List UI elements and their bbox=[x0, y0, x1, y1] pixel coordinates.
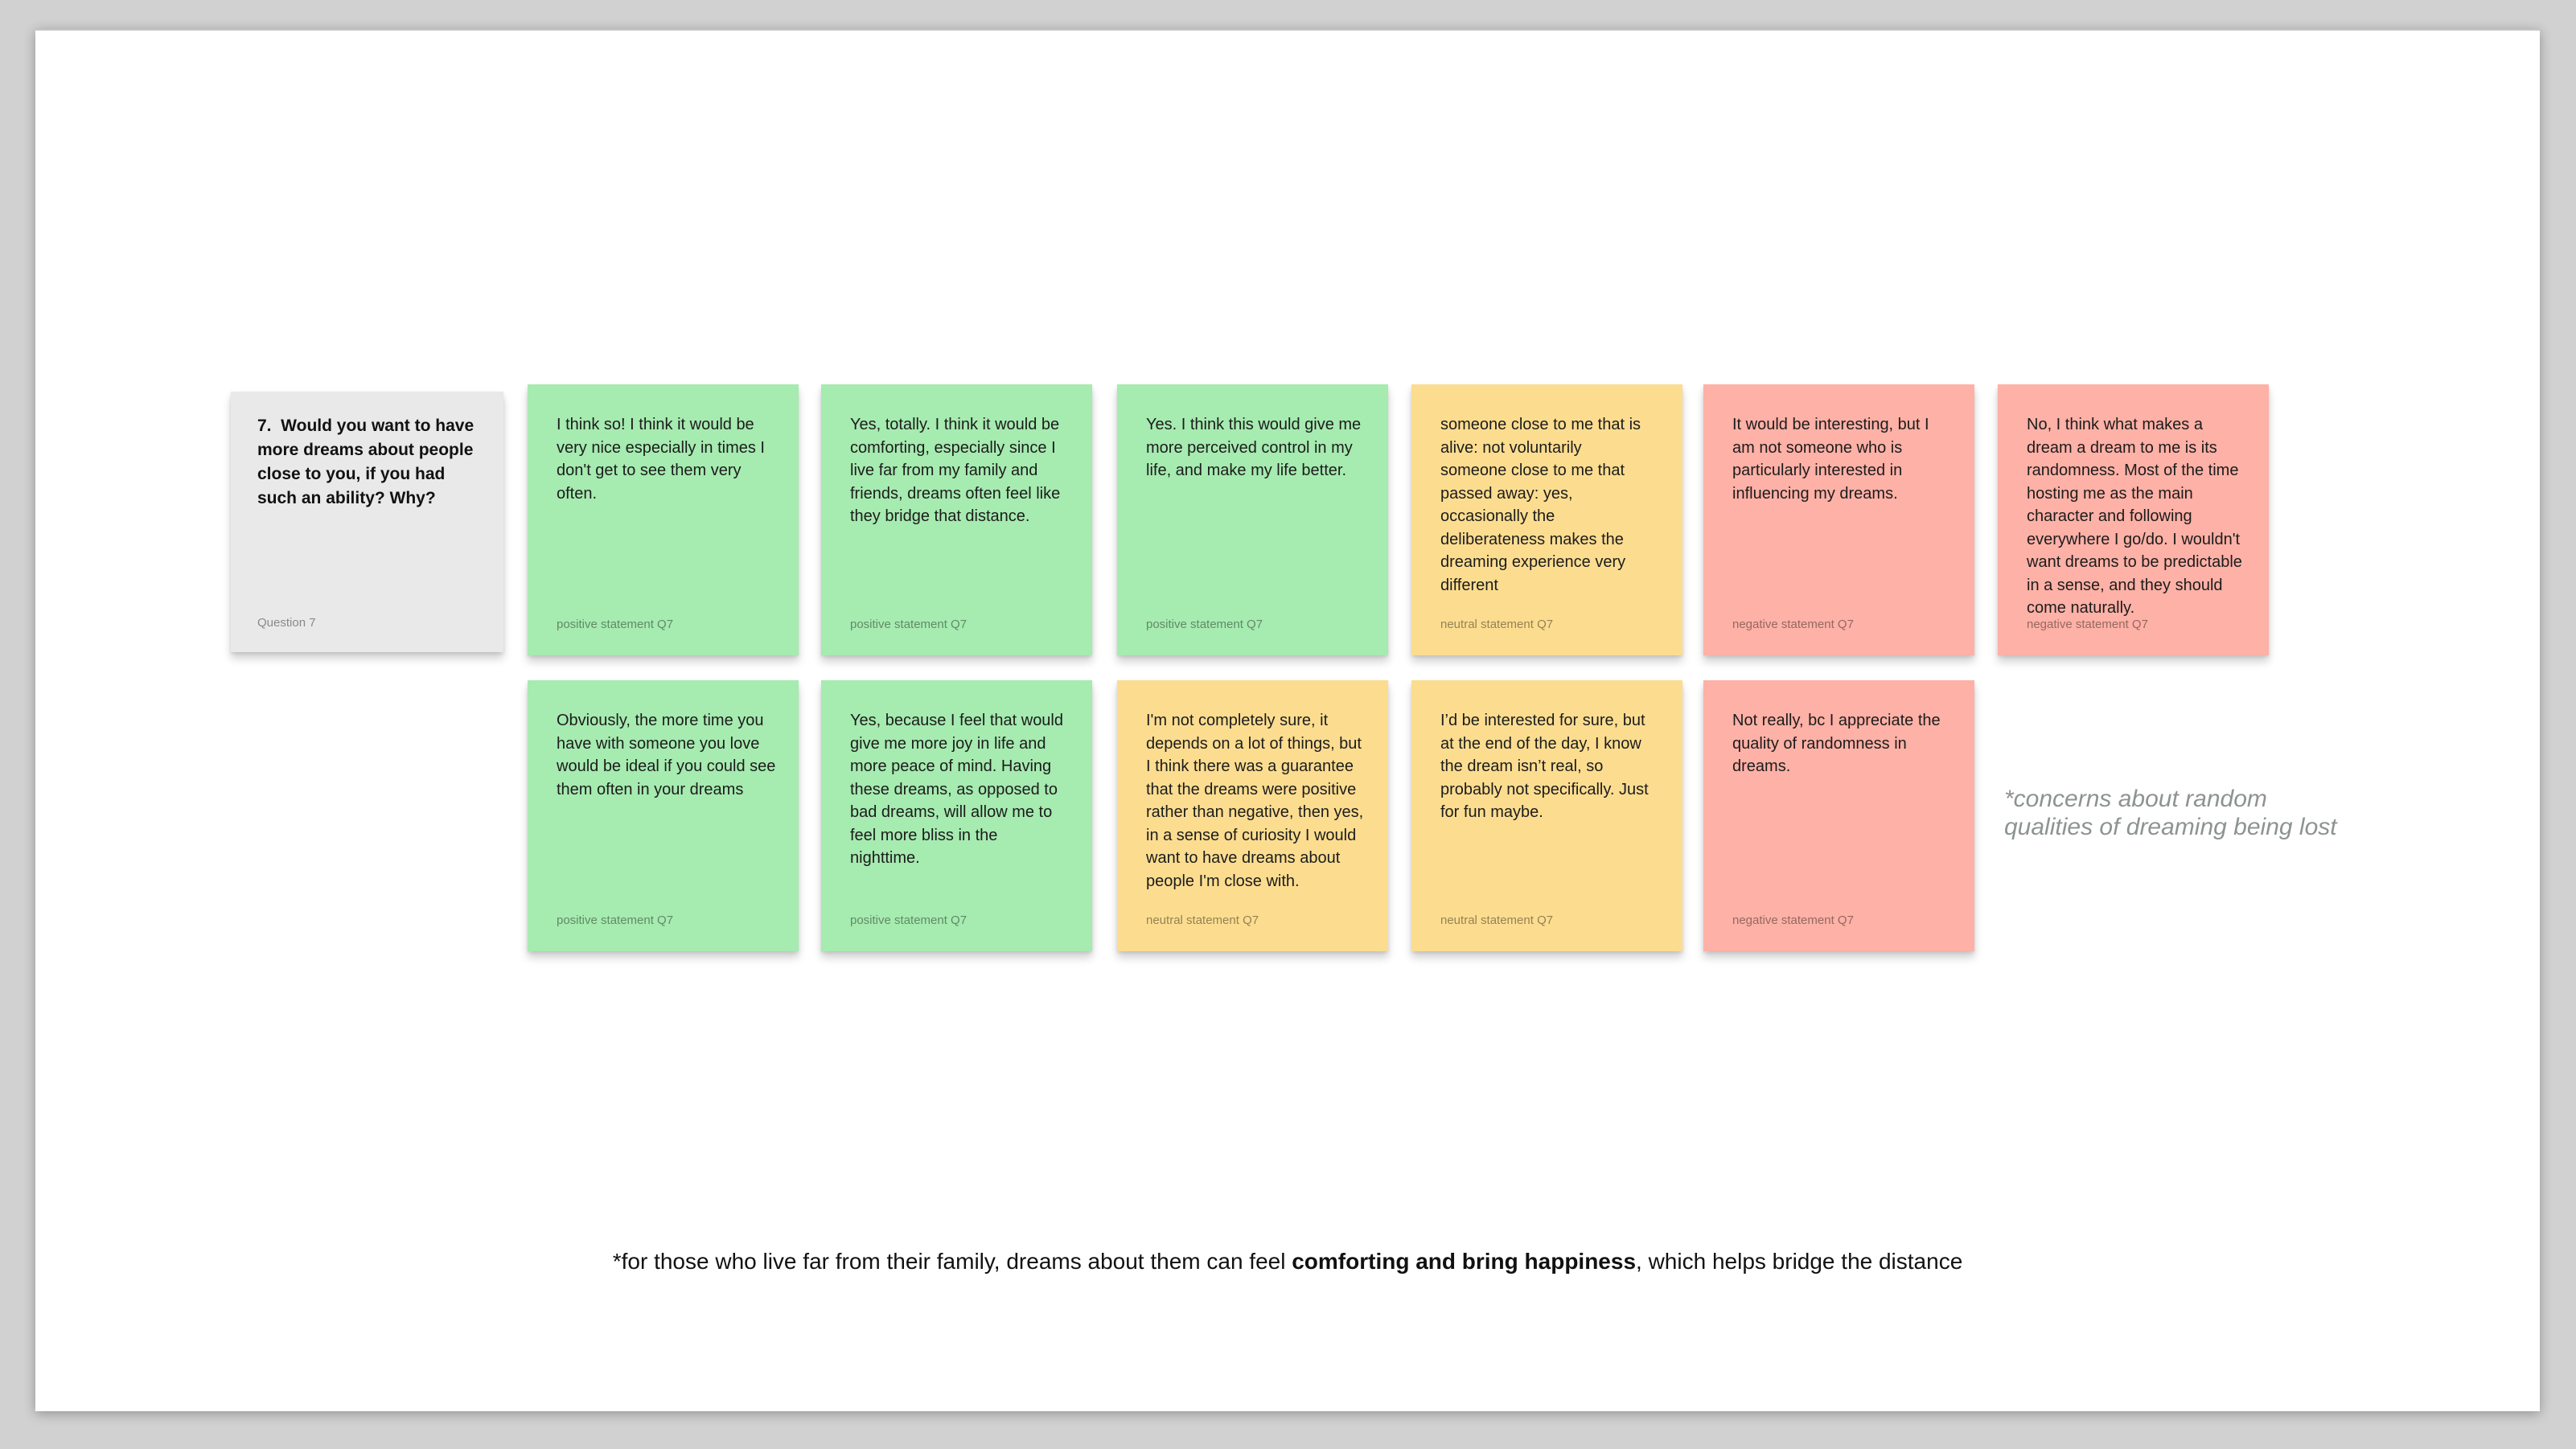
note-label: positive statement Q7 bbox=[1146, 618, 1263, 631]
note-text: Obviously, the more time you have with s… bbox=[557, 712, 780, 798]
side-annotation-text[interactable]: *concerns about random qualities of drea… bbox=[2004, 786, 2337, 840]
note-label: negative statement Q7 bbox=[2027, 618, 2148, 631]
question-card[interactable]: 7. Would you want to have more dreams ab… bbox=[231, 392, 503, 652]
note-text: No, I think what makes a dream a dream t… bbox=[2027, 416, 2247, 617]
note-r1-c2-positive[interactable]: Yes, totally. I think it would be comfor… bbox=[821, 384, 1092, 655]
question-card-label: Question 7 bbox=[257, 616, 316, 630]
note-label: neutral statement Q7 bbox=[1146, 913, 1259, 927]
note-r1-c5-negative[interactable]: It would be interesting, but I am not so… bbox=[1703, 384, 1974, 655]
note-label: positive statement Q7 bbox=[557, 618, 674, 631]
note-label: neutral statement Q7 bbox=[1440, 913, 1554, 927]
note-label: negative statement Q7 bbox=[1732, 913, 1854, 927]
note-text: It would be interesting, but I am not so… bbox=[1732, 416, 1934, 503]
note-text: Not really, bc I appreciate the quality … bbox=[1732, 712, 1945, 775]
whiteboard-canvas[interactable]: 7. Would you want to have more dreams ab… bbox=[35, 29, 2540, 1411]
bottom-annotation-bold: comforting and bring happiness bbox=[1292, 1249, 1637, 1274]
note-r2-c5-negative[interactable]: Not really, bc I appreciate the quality … bbox=[1703, 680, 1974, 951]
note-r1-c1-positive[interactable]: I think so! I think it would be very nic… bbox=[528, 384, 799, 655]
note-r1-c6-negative[interactable]: No, I think what makes a dream a dream t… bbox=[1998, 384, 2269, 655]
note-r2-c2-positive[interactable]: Yes, because I feel that would give me m… bbox=[821, 680, 1092, 951]
note-label: neutral statement Q7 bbox=[1440, 618, 1554, 631]
note-label: positive statement Q7 bbox=[850, 913, 968, 927]
note-text: I'm not completely sure, it depends on a… bbox=[1146, 712, 1368, 890]
bottom-annotation-suffix: , which helps bridge the distance bbox=[1636, 1249, 1963, 1274]
note-label: positive statement Q7 bbox=[557, 913, 674, 927]
note-text: Yes, totally. I think it would be comfor… bbox=[850, 416, 1065, 525]
note-text: I’d be interested for sure, but at the e… bbox=[1440, 712, 1654, 821]
note-r1-c3-positive[interactable]: Yes. I think this would give me more per… bbox=[1117, 384, 1388, 655]
note-r2-c3-neutral[interactable]: I'm not completely sure, it depends on a… bbox=[1117, 680, 1388, 951]
note-r1-c4-neutral[interactable]: someone close to me that is alive: not v… bbox=[1411, 384, 1682, 655]
bottom-annotation-text[interactable]: *for those who live far from their famil… bbox=[35, 1249, 2540, 1275]
note-text: someone close to me that is alive: not v… bbox=[1440, 416, 1641, 594]
note-text: Yes. I think this would give me more per… bbox=[1146, 416, 1366, 479]
bottom-annotation-prefix: *for those who live far from their famil… bbox=[612, 1249, 1292, 1274]
note-text: Yes, because I feel that would give me m… bbox=[850, 712, 1068, 867]
question-card-text: 7. Would you want to have more dreams ab… bbox=[257, 417, 479, 507]
note-label: negative statement Q7 bbox=[1732, 618, 1854, 631]
note-r2-c4-neutral[interactable]: I’d be interested for sure, but at the e… bbox=[1411, 680, 1682, 951]
note-text: I think so! I think it would be very nic… bbox=[557, 416, 770, 503]
note-r2-c1-positive[interactable]: Obviously, the more time you have with s… bbox=[528, 680, 799, 951]
note-label: positive statement Q7 bbox=[850, 618, 968, 631]
